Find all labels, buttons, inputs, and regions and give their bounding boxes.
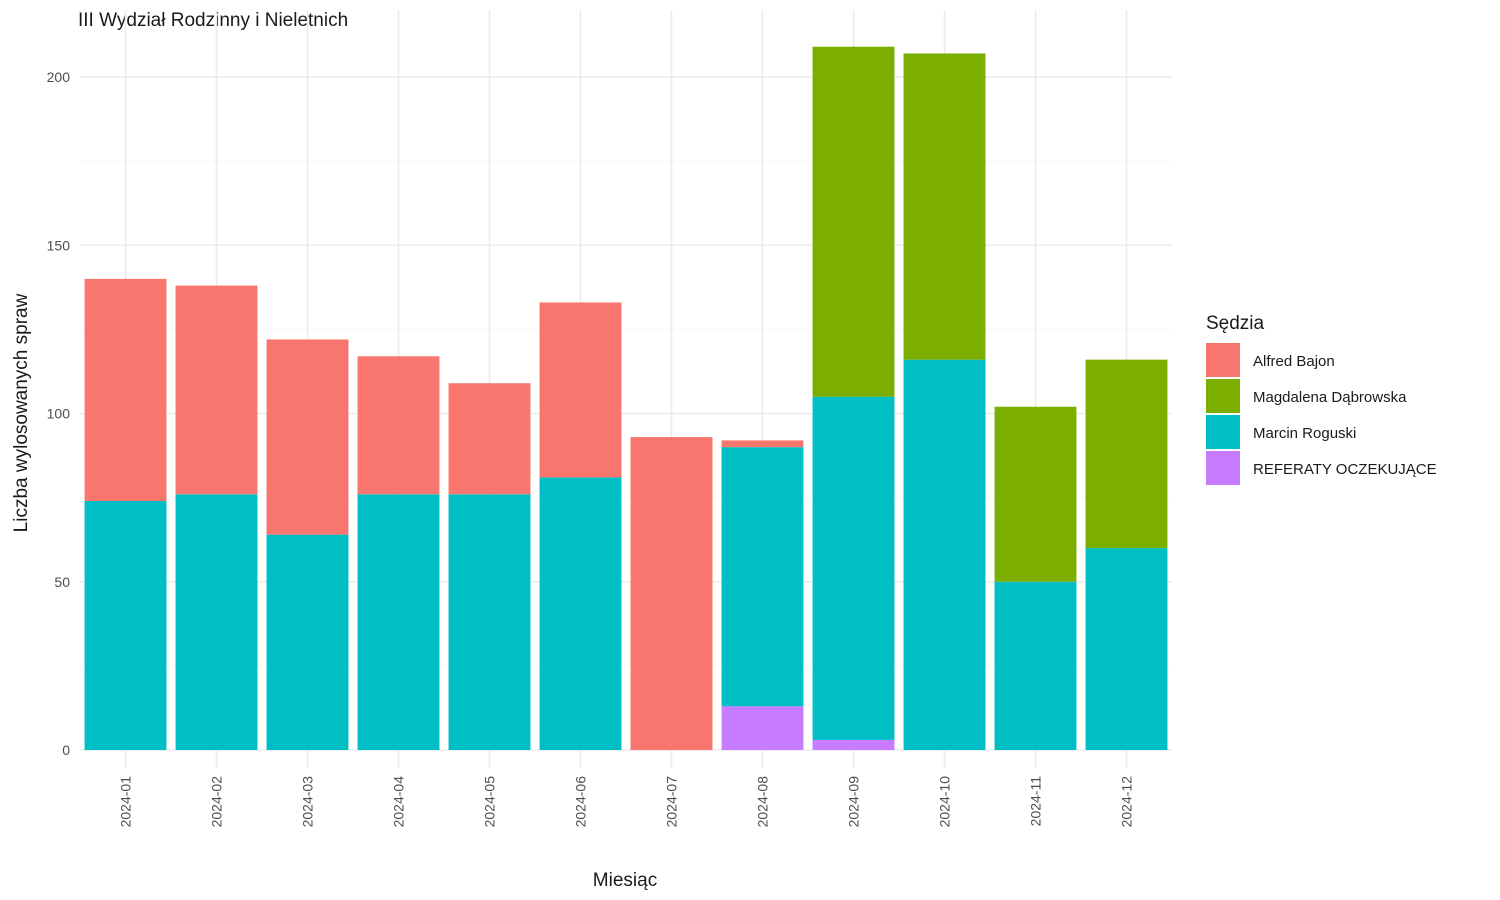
bar-segment-marcin-roguski-2024-09 [812,396,895,740]
x-tick-label: 2024-04 [391,776,407,828]
bar-segment-marcin-roguski-2024-04 [357,494,440,750]
bar-segment-marcin-roguski-2024-10 [903,359,986,750]
x-tick-label: 2024-09 [846,776,862,828]
bar-segment-alfred-bajon-2024-01 [84,278,167,501]
bar-segment-marcin-roguski-2024-03 [266,534,349,750]
legend-label: Magdalena Dąbrowska [1253,389,1407,406]
x-tick-label: 2024-02 [209,776,225,828]
bar-segment-alfred-bajon-2024-03 [266,339,349,535]
x-tick-label: 2024-10 [937,776,953,828]
legend-label: Marcin Roguski [1253,425,1356,442]
legend-key [1206,379,1240,413]
bar-segment-alfred-bajon-2024-05 [448,383,531,495]
bar-segment-marcin-roguski-2024-01 [84,500,167,750]
bar-segment-alfred-bajon-2024-02 [175,285,258,495]
x-tick-label: 2024-08 [755,776,771,828]
legend-key [1206,415,1240,449]
x-tick-label: 2024-06 [573,776,589,828]
y-axis-title: Liczba wylosowanych spraw [11,293,32,532]
bar-segment-marcin-roguski-2024-11 [994,581,1077,750]
y-tick-label: 200 [47,69,71,85]
bar-segment-magdalena-d-browska-2024-12 [1085,359,1168,549]
legend-key [1206,451,1240,485]
bar-segment-marcin-roguski-2024-06 [539,477,622,750]
y-tick-label: 50 [54,574,70,590]
bar-segment-alfred-bajon-2024-06 [539,302,622,478]
bar-segment-magdalena-d-browska-2024-09 [812,46,895,397]
bar-segment-referaty-oczekuj-ce-2024-09 [812,739,895,750]
x-axis-title: Miesiąc [593,870,657,891]
bar-segment-alfred-bajon-2024-07 [630,437,713,750]
bar-segment-marcin-roguski-2024-08 [721,447,804,707]
legend-label: Alfred Bajon [1253,353,1335,370]
y-tick-label: 0 [62,742,70,758]
legend: Sędzia Alfred Bajon Magdalena Dąbrowska Ma… [1206,313,1437,485]
bar-segment-marcin-roguski-2024-05 [448,494,531,750]
legend-key [1206,343,1240,377]
bar-segment-marcin-roguski-2024-02 [175,494,258,750]
x-axis-ticks: 2024-01 2024-02 2024-03 2024-04 2024-05 2024-… [118,776,1135,828]
x-tick-label: 2024-03 [300,776,316,828]
x-tick-label: 2024-01 [118,776,134,828]
chart-title: III Wydział Rodzinny i Nieletnich [78,10,348,31]
x-tick-label: 2024-11 [1028,776,1044,827]
x-tick-label: 2024-12 [1119,776,1135,828]
legend-label: REFERATY OCZEKUJĄCE [1253,461,1437,478]
bar-segment-magdalena-d-browska-2024-11 [994,406,1077,582]
y-tick-label: 100 [47,406,71,422]
y-tick-label: 150 [47,237,71,253]
bars [84,46,1168,750]
legend-title: Sędzia [1206,313,1265,334]
bar-segment-alfred-bajon-2024-08 [721,440,804,448]
x-tick-label: 2024-07 [664,776,680,828]
bar-segment-alfred-bajon-2024-04 [357,356,440,495]
bar-segment-marcin-roguski-2024-12 [1085,548,1168,750]
bar-segment-referaty-oczekuj-ce-2024-08 [721,706,804,750]
bar-segment-magdalena-d-browska-2024-10 [903,53,986,360]
y-axis-ticks: 0 50 100 150 200 [47,69,71,758]
x-tick-label: 2024-05 [482,776,498,828]
